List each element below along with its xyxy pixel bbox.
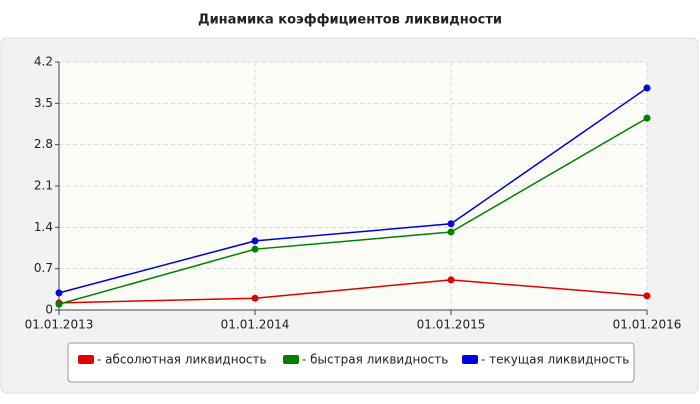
series-line [58, 117, 648, 305]
data-point [251, 245, 259, 253]
legend-label: - текущая ликвидность [481, 353, 629, 367]
data-point [55, 300, 63, 308]
data-point [643, 292, 651, 300]
chart-title: Динамика коэффициентов ликвидности [198, 13, 502, 28]
legend-label: - быстрая ликвидность [302, 353, 448, 367]
data-point [251, 294, 259, 302]
x-tick-label: 01.01.2013 [25, 318, 94, 332]
y-tick-label: 1.4 [34, 220, 53, 234]
data-point [447, 276, 455, 284]
y-tick-label: 4.2 [34, 55, 53, 69]
data-point [447, 220, 455, 228]
legend-swatch [78, 355, 94, 364]
y-tick-label: 2.8 [34, 137, 53, 151]
data-point [447, 228, 455, 236]
data-point [55, 289, 63, 297]
legend-swatch [283, 355, 299, 364]
y-tick-label: 0 [45, 303, 53, 317]
y-tick-label: 2.1 [34, 179, 53, 193]
series-line [58, 279, 648, 304]
x-tick-label: 01.01.2014 [221, 318, 290, 332]
y-tick-label: 0.7 [34, 261, 53, 275]
x-tick-label: 01.01.2016 [613, 318, 682, 332]
y-tick-label: 3.5 [34, 96, 53, 110]
legend-swatch [462, 355, 478, 364]
series-line [58, 87, 648, 294]
legend-label: - абсолютная ликвидность [97, 353, 267, 367]
data-point [643, 84, 651, 92]
legend-box [67, 342, 635, 383]
data-point [251, 237, 259, 245]
x-tick-label: 01.01.2015 [417, 318, 486, 332]
data-point [643, 114, 651, 122]
